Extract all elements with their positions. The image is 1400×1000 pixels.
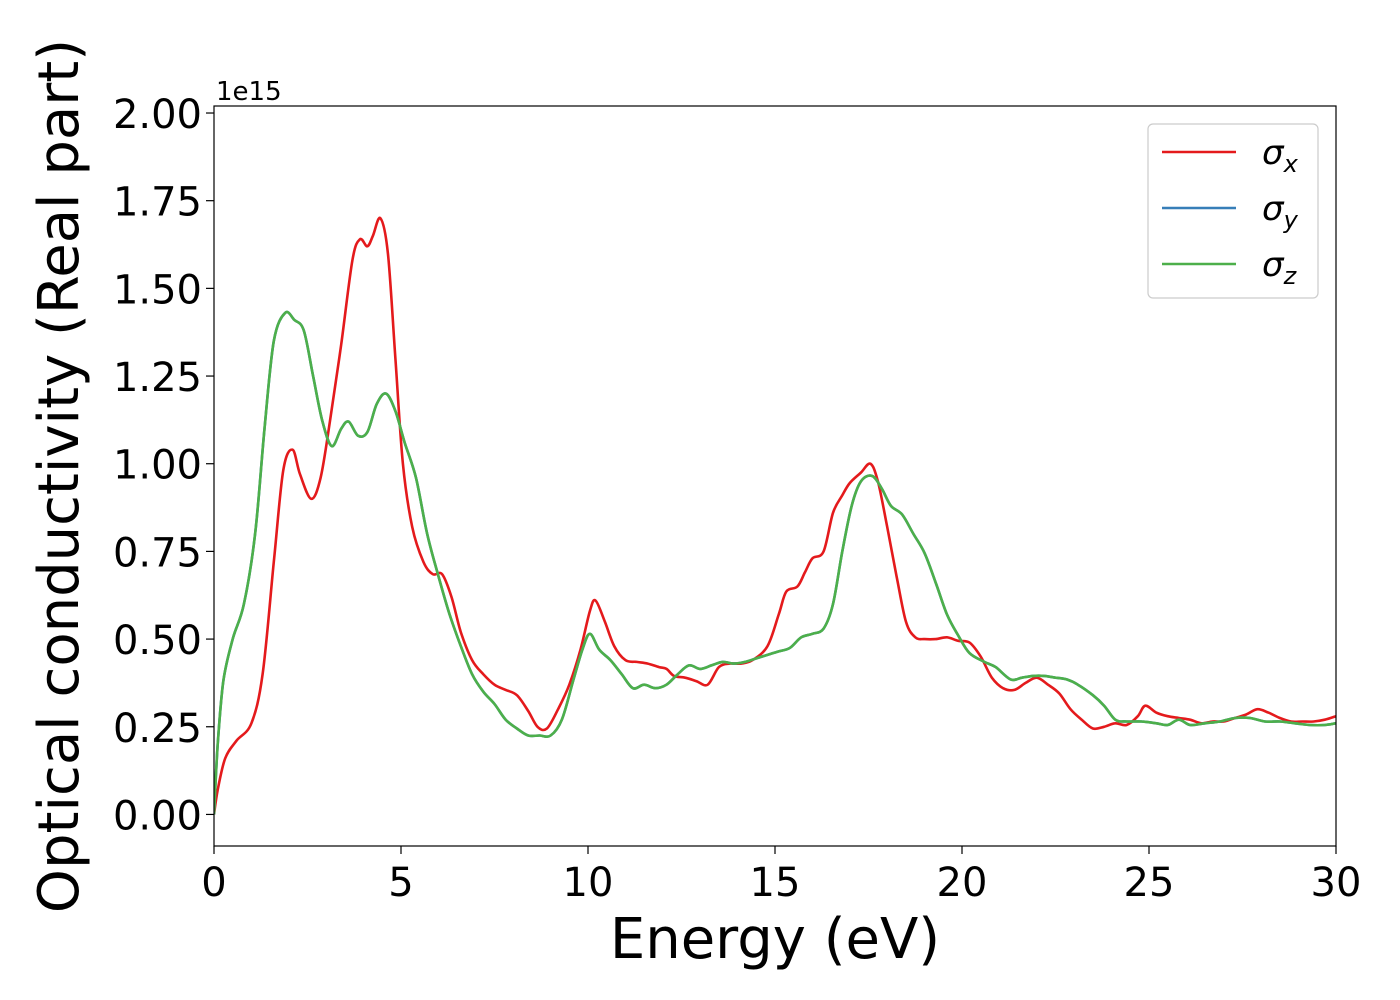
series-layer (214, 216, 1336, 815)
legend-label-z: σz (1262, 245, 1298, 290)
y-tick-label: 0.75 (113, 530, 202, 576)
x-tick-label: 10 (563, 860, 614, 906)
y-tick-label: 1.50 (113, 267, 202, 313)
legend-label-x: σx (1262, 133, 1299, 178)
x-tick-label: 0 (201, 860, 226, 906)
y-tick-label: 1.75 (113, 180, 202, 226)
x-axis-label: Energy (eV) (610, 907, 940, 972)
y-offset-label: 1e15 (216, 77, 282, 107)
x-tick-label: 5 (388, 860, 413, 906)
legend-label-y: σy (1262, 189, 1299, 234)
series-line-z (214, 310, 1336, 815)
legend-symbol: σ (1262, 245, 1285, 285)
y-axis-ticks: 0.00 0.25 0.50 0.75 1.00 1.25 1.50 1.75 2.00 (113, 92, 214, 839)
y-tick-label: 0.50 (113, 618, 202, 664)
x-tick-label: 25 (1124, 860, 1175, 906)
legend-subscript: z (1283, 262, 1298, 290)
legend-subscript: y (1283, 206, 1299, 234)
x-tick-label: 15 (750, 860, 801, 906)
legend-subscript: x (1283, 150, 1299, 178)
x-tick-label: 20 (937, 860, 988, 906)
legend-symbol: σ (1262, 133, 1285, 173)
x-axis-ticks: 0 5 10 15 20 25 30 (201, 846, 1361, 906)
y-tick-label: 1.25 (113, 355, 202, 401)
x-tick-label: 30 (1311, 860, 1362, 906)
y-tick-label: 1.00 (113, 443, 202, 489)
y-tick-label: 0.25 (113, 706, 202, 752)
legend-box (1147, 123, 1319, 299)
y-tick-label: 0.00 (113, 793, 202, 839)
legend-symbol: σ (1262, 189, 1285, 229)
y-tick-label: 2.00 (113, 92, 202, 138)
y-axis-label: Optical conductivity (Real part) (27, 39, 92, 913)
